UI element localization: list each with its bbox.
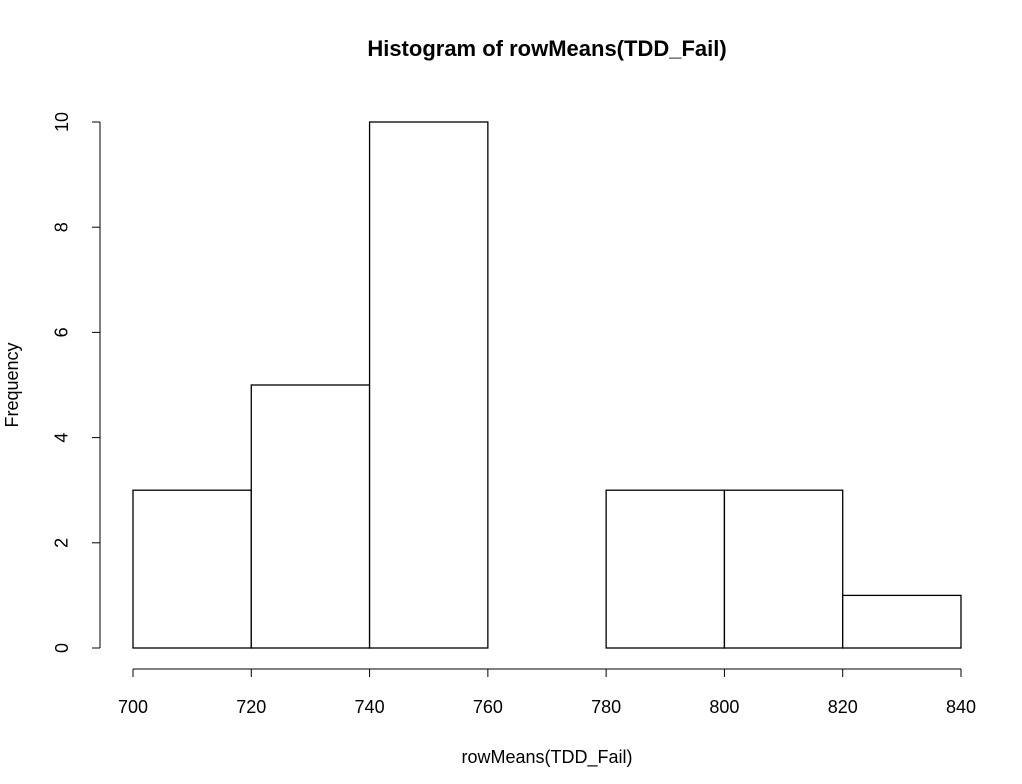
x-tick-label: 820 (828, 697, 858, 717)
bar (250, 384, 371, 649)
bar (842, 594, 962, 649)
x-tick-label: 760 (473, 697, 503, 717)
chart-title: Histogram of rowMeans(TDD_Fail) (367, 36, 726, 61)
bar (368, 121, 489, 649)
x-tick-label: 720 (236, 697, 266, 717)
y-tick-label: 0 (52, 643, 72, 653)
y-tick-label: 6 (52, 327, 72, 337)
y-tick-label: 8 (52, 222, 72, 232)
x-tick-label: 800 (709, 697, 739, 717)
bar (132, 489, 252, 649)
y-tick-label: 2 (52, 538, 72, 548)
bar (723, 489, 844, 649)
x-tick-label: 840 (946, 697, 976, 717)
x-tick-label: 740 (355, 697, 385, 717)
y-tick-label: 4 (52, 433, 72, 443)
y-tick-label: 10 (52, 112, 72, 132)
x-tick-label: 700 (118, 697, 148, 717)
x-tick-label: 780 (591, 697, 621, 717)
x-axis-label: rowMeans(TDD_Fail) (461, 747, 632, 768)
bar (605, 489, 726, 649)
y-axis-label: Frequency (2, 342, 22, 427)
